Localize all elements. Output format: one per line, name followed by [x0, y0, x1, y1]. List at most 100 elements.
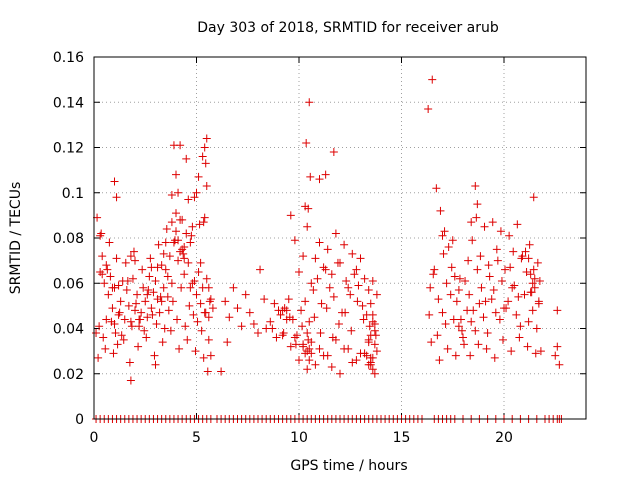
data-point [106, 272, 115, 281]
data-point [188, 222, 197, 231]
data-point [191, 347, 200, 356]
data-point [95, 322, 104, 331]
data-point [256, 265, 265, 274]
data-point [307, 279, 316, 288]
data-point [151, 276, 160, 285]
data-point [435, 356, 444, 365]
data-point [167, 218, 176, 227]
x-tick-label: 20 [495, 430, 513, 446]
data-point [336, 369, 344, 378]
data-point [492, 245, 501, 254]
data-point [438, 231, 447, 240]
data-point [457, 326, 466, 335]
data-point [485, 272, 494, 281]
data-point [310, 313, 319, 322]
data-point [174, 236, 183, 245]
data-point [160, 324, 169, 333]
data-point [350, 270, 359, 279]
data-point [467, 317, 476, 326]
data-point [134, 342, 143, 351]
data-point [201, 159, 210, 168]
data-point [425, 310, 434, 319]
y-tick-label: 0.1 [62, 186, 84, 202]
data-point [159, 249, 168, 258]
data-point [110, 319, 119, 328]
data-point [527, 288, 536, 297]
data-point [528, 279, 537, 288]
data-point [450, 272, 459, 281]
data-point [428, 75, 437, 84]
data-point [430, 265, 439, 274]
x-tick-label: 0 [90, 430, 99, 446]
data-point [233, 304, 242, 313]
plot-frame [93, 56, 587, 420]
data-point [479, 313, 488, 322]
data-point [520, 290, 529, 299]
data-point [525, 240, 534, 249]
data-point [366, 353, 375, 362]
data-point [197, 326, 206, 335]
data-point [105, 238, 114, 247]
data-point [473, 265, 482, 274]
data-point [266, 317, 275, 326]
data-point [154, 240, 163, 249]
data-point [161, 265, 170, 274]
data-point [364, 286, 373, 295]
data-point [454, 286, 463, 295]
data-point [366, 360, 375, 369]
data-point [260, 295, 269, 304]
data-point [124, 301, 133, 310]
data-point [495, 315, 504, 324]
data-point [512, 310, 521, 319]
data-point [316, 329, 325, 338]
data-point [159, 283, 168, 292]
data-point [333, 258, 342, 267]
data-point [448, 236, 457, 245]
data-point [203, 367, 212, 376]
data-point [311, 254, 320, 263]
data-point [468, 236, 477, 245]
data-point [523, 342, 532, 351]
data-point [456, 315, 465, 324]
data-point [301, 349, 310, 358]
y-tick-label: 0.04 [53, 322, 84, 338]
data-point [305, 356, 314, 365]
data-point [98, 252, 107, 261]
data-point [169, 141, 178, 150]
data-point [362, 351, 371, 360]
data-point [174, 188, 183, 197]
data-point [204, 313, 213, 322]
data-point [121, 258, 130, 267]
data-point [466, 351, 475, 360]
data-point [254, 329, 262, 338]
data-point [139, 283, 148, 292]
data-point [444, 243, 453, 252]
data-point [131, 256, 139, 265]
data-point [200, 143, 209, 152]
data-point [122, 286, 131, 295]
data-point [302, 138, 311, 147]
data-point [145, 272, 154, 281]
data-point [126, 376, 135, 385]
data-point [229, 283, 238, 292]
data-point [309, 286, 318, 295]
data-point [372, 290, 381, 299]
data-point [319, 351, 328, 360]
data-point [153, 263, 162, 272]
data-point [372, 347, 381, 356]
data-point [182, 154, 191, 163]
data-point [237, 322, 246, 331]
data-point [225, 313, 234, 322]
data-point [101, 344, 110, 353]
data-point [100, 279, 109, 288]
data-point [99, 333, 108, 342]
data-point [482, 344, 491, 353]
data-point [165, 252, 174, 261]
data-point [306, 172, 315, 181]
data-point [317, 299, 326, 308]
data-point [440, 227, 449, 236]
data-point [150, 351, 159, 360]
data-point [352, 356, 361, 365]
data-point [370, 340, 379, 349]
